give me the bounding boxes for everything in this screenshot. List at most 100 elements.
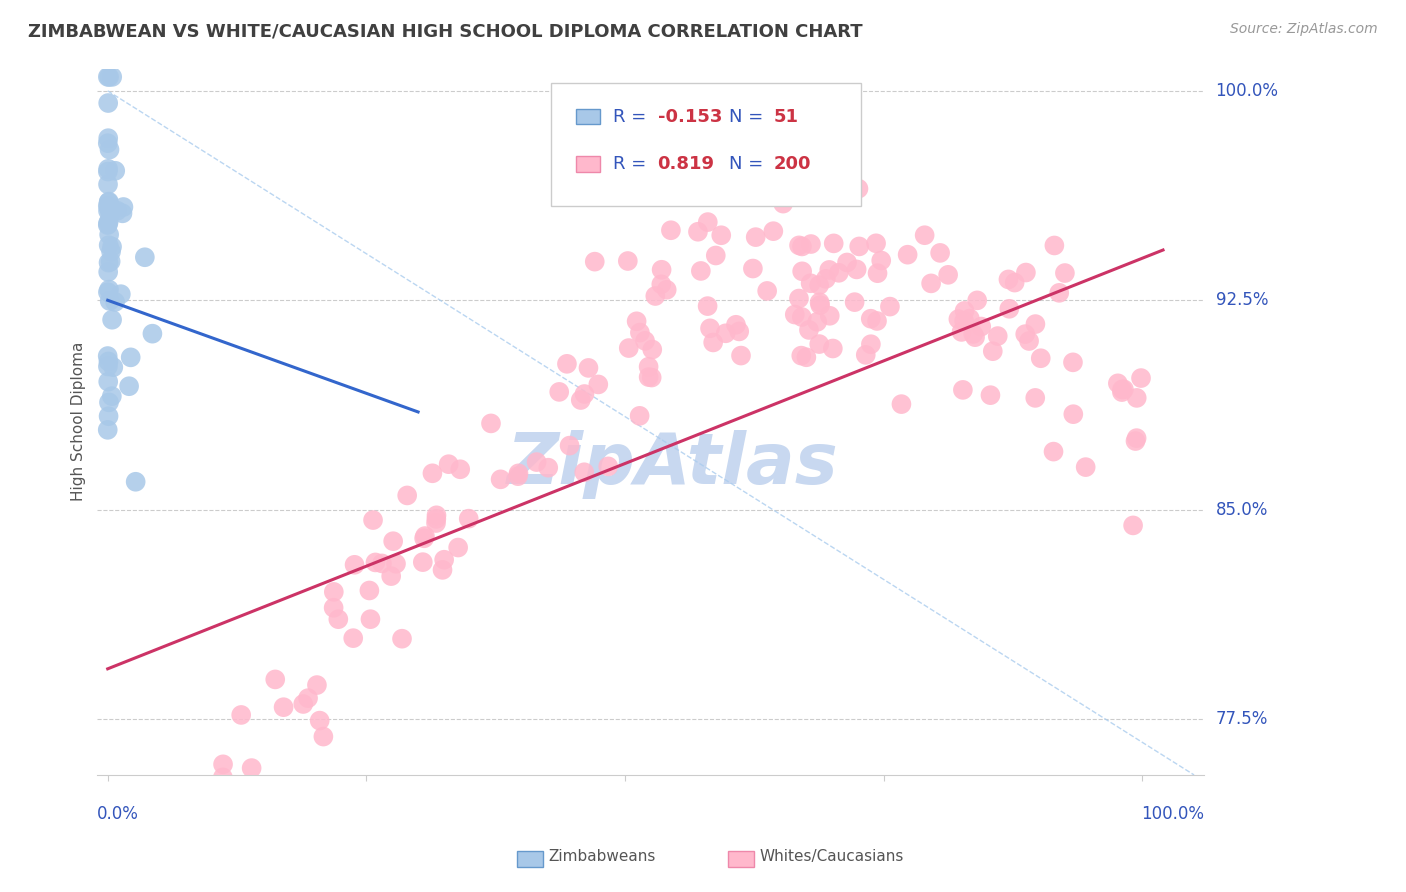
Point <box>728 325 751 339</box>
Point <box>292 697 315 711</box>
Point <box>412 555 434 569</box>
Point <box>97 285 120 300</box>
Point <box>970 319 993 334</box>
Point <box>231 708 253 723</box>
Text: R =: R = <box>613 155 652 173</box>
Point <box>1125 434 1147 448</box>
Point <box>870 253 893 268</box>
Point <box>195 865 218 880</box>
Point <box>97 354 120 368</box>
Point <box>790 349 813 363</box>
Point <box>246 863 269 877</box>
Point <box>98 395 121 409</box>
Point <box>449 462 471 476</box>
Point <box>710 228 733 243</box>
Point <box>699 321 721 335</box>
Point <box>97 164 120 178</box>
Point <box>1004 276 1026 290</box>
Point <box>217 864 239 879</box>
Point <box>558 439 581 453</box>
Point <box>100 865 122 880</box>
Point <box>628 409 651 423</box>
Point <box>138 865 160 880</box>
Text: N =: N = <box>730 155 769 173</box>
Point <box>702 335 724 350</box>
Text: 92.5%: 92.5% <box>1216 292 1268 310</box>
Point <box>457 511 479 525</box>
Point <box>180 865 202 880</box>
Point <box>273 700 295 714</box>
Point <box>866 314 889 328</box>
Point <box>98 143 121 157</box>
Point <box>245 865 267 880</box>
Point <box>212 757 235 772</box>
Text: 85.0%: 85.0% <box>1216 500 1268 518</box>
Point <box>634 334 657 348</box>
Point <box>617 341 640 355</box>
Text: -0.153: -0.153 <box>658 108 721 126</box>
Text: ZIMBABWEAN VS WHITE/CAUCASIAN HIGH SCHOOL DIPLOMA CORRELATION CHART: ZIMBABWEAN VS WHITE/CAUCASIAN HIGH SCHOO… <box>28 22 863 40</box>
Point <box>371 557 394 571</box>
Point <box>569 392 592 407</box>
Point <box>103 865 125 880</box>
Point <box>997 272 1019 286</box>
Point <box>97 349 120 363</box>
Point <box>808 337 831 351</box>
Point <box>962 326 984 341</box>
Point <box>641 370 664 384</box>
Point <box>814 272 837 286</box>
Point <box>104 865 127 880</box>
Point <box>787 238 810 252</box>
Point <box>437 457 460 471</box>
Point <box>741 261 763 276</box>
Text: 100.0%: 100.0% <box>1142 805 1205 823</box>
Point <box>644 289 666 303</box>
Point <box>626 314 648 328</box>
Point <box>979 388 1001 402</box>
Point <box>141 326 163 341</box>
Point <box>574 387 596 401</box>
Point <box>1029 351 1052 366</box>
Point <box>848 239 870 253</box>
Point <box>129 865 152 880</box>
Bar <box>575 109 600 124</box>
Point <box>578 360 600 375</box>
Text: 0.0%: 0.0% <box>97 805 139 823</box>
Point <box>97 375 120 389</box>
Point <box>588 377 610 392</box>
Point <box>364 556 387 570</box>
Point <box>1107 376 1129 391</box>
Point <box>479 417 502 431</box>
Point <box>124 475 146 489</box>
Point <box>396 488 419 502</box>
Point <box>866 266 889 280</box>
Point <box>98 202 121 216</box>
Point <box>193 865 215 880</box>
Point <box>380 569 402 583</box>
Point <box>224 863 246 877</box>
Point <box>108 865 131 880</box>
Point <box>359 612 381 626</box>
Point <box>112 200 135 214</box>
Point <box>425 516 447 530</box>
Y-axis label: High School Diploma: High School Diploma <box>72 342 86 501</box>
Point <box>1062 355 1084 369</box>
Point <box>101 389 124 403</box>
Point <box>225 865 247 880</box>
Point <box>103 360 125 375</box>
Point <box>965 330 987 344</box>
Point <box>179 862 201 876</box>
Point <box>97 178 120 192</box>
Point <box>97 96 120 111</box>
Point <box>818 309 841 323</box>
Point <box>211 861 233 875</box>
Point <box>98 227 121 242</box>
Point <box>97 136 120 151</box>
Point <box>209 826 232 840</box>
Point <box>1074 460 1097 475</box>
Point <box>859 311 882 326</box>
Point <box>240 761 263 775</box>
Point <box>800 277 823 291</box>
Point <box>120 351 142 365</box>
Point <box>302 787 325 801</box>
